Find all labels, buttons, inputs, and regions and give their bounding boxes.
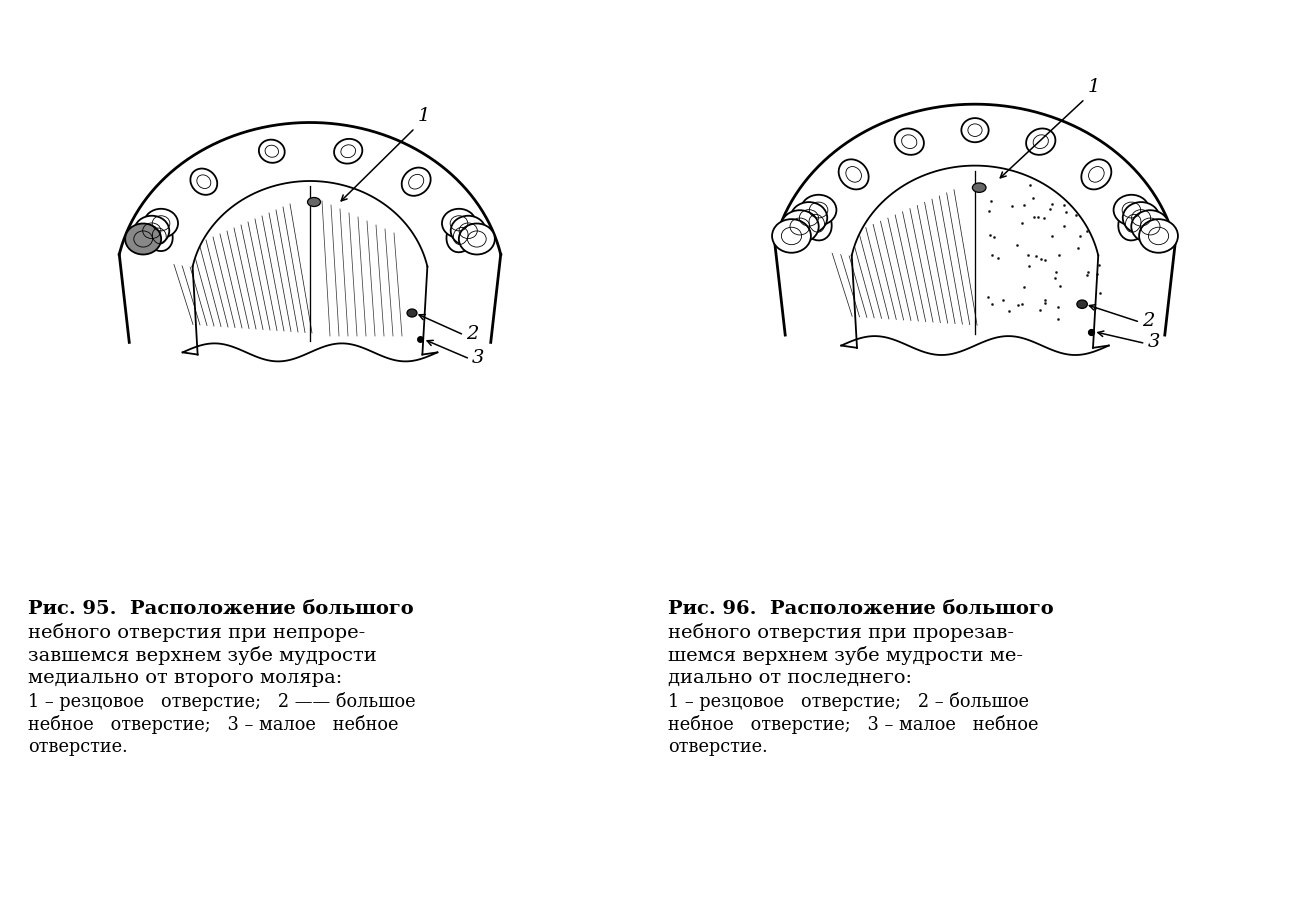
Text: небное   отверстие;   3 – малое   небное: небное отверстие; 3 – малое небное [27, 714, 399, 733]
Ellipse shape [800, 196, 836, 226]
Text: Рис. 96.  Расположение большого: Рис. 96. Расположение большого [668, 600, 1054, 618]
Ellipse shape [1122, 203, 1159, 235]
Text: 1: 1 [1088, 78, 1100, 96]
Ellipse shape [781, 211, 819, 244]
Text: отверстие.: отверстие. [27, 737, 128, 755]
Ellipse shape [961, 119, 989, 143]
Text: 3: 3 [472, 349, 484, 367]
Ellipse shape [790, 203, 827, 235]
Text: диально от последнего:: диально от последнего: [668, 668, 912, 686]
Ellipse shape [259, 141, 285, 163]
Ellipse shape [126, 224, 161, 256]
Ellipse shape [144, 209, 178, 238]
Text: 1 – резцовое   отверстие;   2 – большое: 1 – резцовое отверстие; 2 – большое [668, 691, 1029, 711]
Ellipse shape [451, 217, 485, 247]
Polygon shape [774, 105, 1176, 256]
Ellipse shape [307, 199, 320, 208]
Ellipse shape [1076, 301, 1087, 309]
Text: небное   отверстие;   3 – малое   небное: небное отверстие; 3 – малое небное [668, 714, 1039, 733]
Text: Рис. 95.  Расположение большого: Рис. 95. Расположение большого [27, 600, 413, 618]
Ellipse shape [146, 221, 173, 252]
Ellipse shape [1025, 129, 1056, 155]
Ellipse shape [402, 168, 430, 197]
Ellipse shape [442, 209, 476, 238]
Ellipse shape [1113, 196, 1150, 226]
Ellipse shape [972, 183, 986, 193]
Ellipse shape [1139, 220, 1179, 254]
Ellipse shape [407, 310, 417, 318]
Ellipse shape [838, 160, 869, 191]
Text: 2: 2 [1142, 312, 1155, 330]
Ellipse shape [895, 129, 923, 155]
Text: завшемся верхнем зубе мудрости: завшемся верхнем зубе мудрости [27, 646, 377, 665]
Text: медиально от второго моляра:: медиально от второго моляра: [27, 668, 343, 686]
Ellipse shape [1118, 207, 1148, 241]
Ellipse shape [802, 207, 832, 241]
Ellipse shape [135, 217, 169, 247]
Ellipse shape [772, 220, 811, 254]
Text: 2: 2 [466, 325, 479, 342]
Text: 1: 1 [419, 107, 430, 125]
Ellipse shape [459, 224, 494, 256]
Text: небного отверстия при непроре-: небного отверстия при непроре- [27, 622, 365, 641]
Ellipse shape [446, 220, 475, 253]
Text: 3: 3 [1147, 333, 1160, 351]
Text: шемся верхнем зубе мудрости ме-: шемся верхнем зубе мудрости ме- [668, 646, 1023, 665]
Polygon shape [119, 124, 501, 267]
Text: отверстие.: отверстие. [668, 737, 768, 755]
Ellipse shape [191, 170, 217, 196]
Ellipse shape [334, 140, 362, 164]
Text: 1 – резцовое   отверстие;   2 —— большое: 1 – резцовое отверстие; 2 —— большое [27, 691, 416, 711]
Ellipse shape [1131, 211, 1169, 244]
Ellipse shape [1082, 160, 1112, 191]
Text: небного отверстия при прорезав-: небного отверстия при прорезав- [668, 622, 1014, 641]
